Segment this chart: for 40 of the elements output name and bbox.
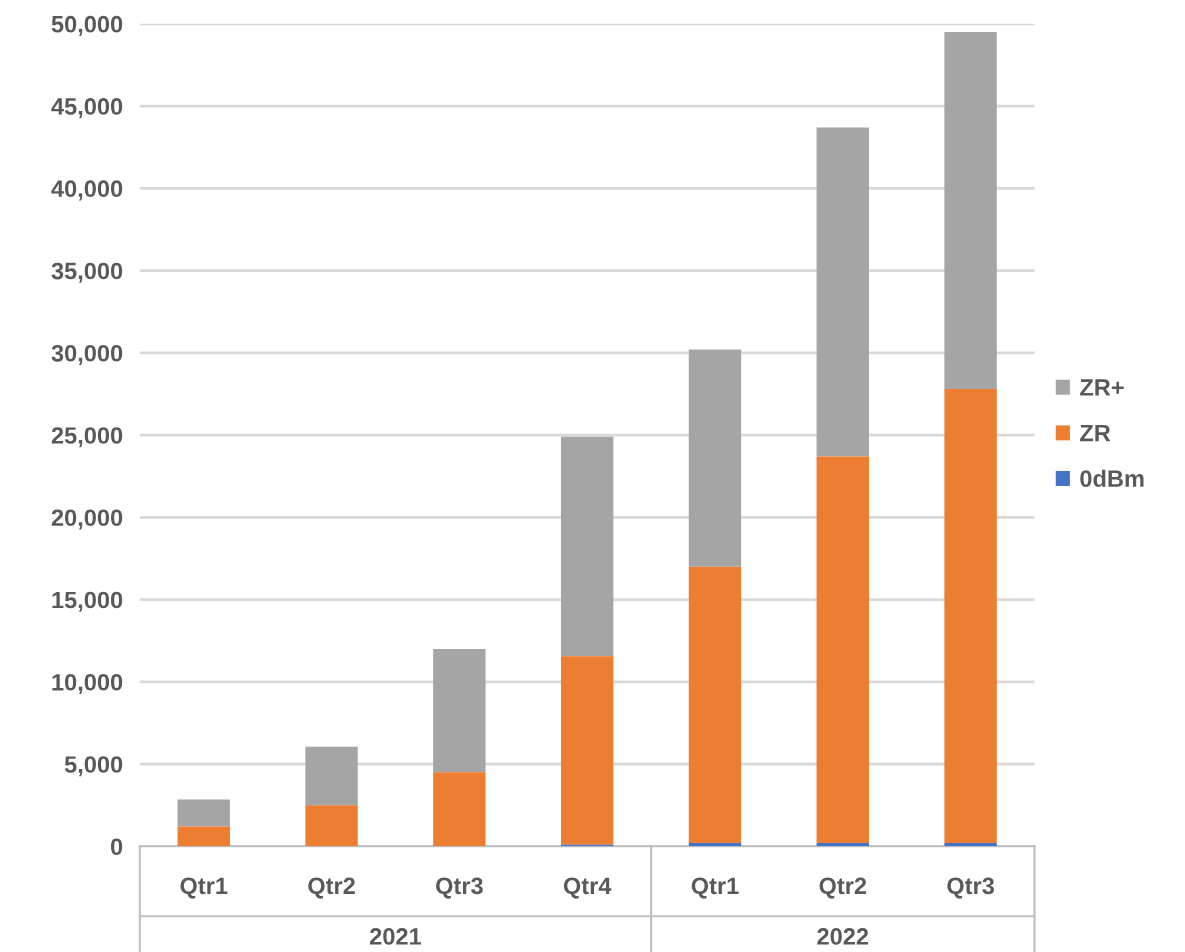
x-tick-label: Qtr3	[947, 877, 995, 899]
bar	[177, 799, 230, 827]
bar	[944, 32, 997, 389]
bar	[688, 349, 742, 567]
x-tick-label: Qtr3	[436, 877, 483, 899]
y-tick-label: 35,000	[51, 262, 123, 283]
y-tick-label: 5,000	[64, 756, 123, 777]
legend-label: 0dBm	[1080, 469, 1144, 488]
bar	[305, 805, 358, 847]
bar	[816, 127, 869, 457]
y-tick-label: 45,000	[51, 98, 123, 119]
bar	[944, 389, 997, 844]
y-tick-label: 40,000	[51, 180, 123, 201]
x-tick-label: Qtr2	[308, 877, 355, 899]
bar	[816, 456, 869, 844]
legend-label: ZR+	[1080, 379, 1124, 396]
bar	[560, 656, 614, 845]
y-tick-label: 50,000	[51, 15, 123, 37]
bar	[944, 843, 997, 847]
y-tick-label: 10,000	[52, 673, 123, 695]
bar	[433, 648, 486, 773]
y-tick-label: 30,000	[51, 344, 123, 366]
bar	[688, 843, 742, 847]
legend-label: ZR	[1080, 424, 1111, 442]
bar	[688, 566, 742, 844]
bar	[177, 826, 230, 847]
x-tick-label: Qtr1	[691, 877, 739, 899]
x-tick-label: Qtr2	[819, 877, 867, 899]
y-tick-label: 0	[110, 838, 123, 856]
y-tick-label: 20,000	[51, 509, 123, 530]
y-tick-label: 15,000	[52, 591, 123, 612]
y-tick-label: 25,000	[51, 427, 123, 448]
bar	[560, 436, 614, 657]
bar	[305, 746, 358, 806]
x-tick-label: Qtr1	[180, 877, 228, 899]
bar	[816, 843, 869, 847]
x-tick-label: Qtr4	[563, 877, 612, 899]
bar	[433, 772, 486, 847]
text: 2021	[370, 928, 422, 945]
text: 2022	[817, 928, 869, 945]
